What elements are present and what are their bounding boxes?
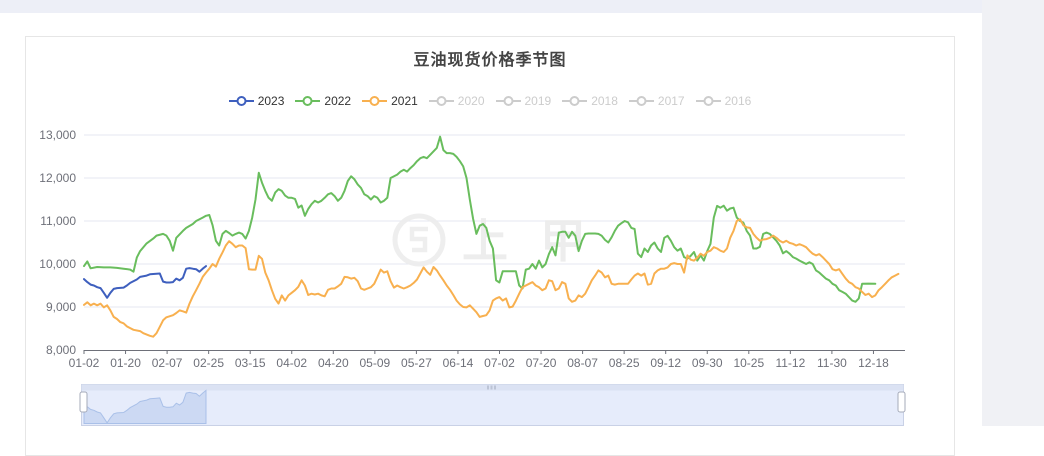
y-axis-tick-label: 13,000	[39, 128, 76, 142]
watermark-logo-icon	[392, 213, 446, 267]
y-axis-tick-label: 8,000	[46, 343, 76, 357]
x-axis-tick-label: 09-30	[692, 356, 723, 370]
legend-item-2018[interactable]: 2018	[562, 94, 618, 108]
legend-marker-icon	[495, 96, 521, 106]
legend-marker-icon	[362, 96, 388, 106]
data-zoom-slider[interactable]	[79, 384, 906, 426]
y-axis-tick-label: 10,000	[39, 257, 76, 271]
slider-handle-left[interactable]	[79, 391, 88, 413]
x-axis-tick-label: 11-30	[817, 356, 847, 370]
x-axis-tick-label: 10-25	[733, 356, 764, 370]
chart-title: 豆油现货价格季节图	[413, 52, 567, 69]
legend-label: 2016	[724, 94, 752, 108]
y-axis-tick-label: 11,000	[40, 214, 76, 228]
axes: 8,000 9,000 10,000 11,000 12,000 13,000 01-02 0…	[39, 128, 905, 370]
x-axis-tick-label: 05-09	[359, 356, 390, 370]
x-axis-tick-label: 07-02	[484, 356, 515, 370]
x-axis-tick-label: 04-02	[276, 356, 307, 370]
legend-item-2019[interactable]: 2019	[495, 94, 552, 108]
legend-item-2017[interactable]: 2017	[628, 94, 685, 108]
legend-item-2016[interactable]: 2016	[695, 94, 752, 108]
x-axis-tick-label: 02-07	[152, 356, 183, 370]
legend-label: 2023	[257, 94, 285, 108]
x-axis-tick-label: 09-12	[650, 356, 681, 370]
series-line-2023[interactable]	[83, 265, 207, 299]
x-axis-tick-label: 04-20	[318, 356, 349, 370]
watermark-text: 上甲	[462, 215, 618, 267]
page-side-background	[982, 0, 1044, 426]
legend: 2023 2022 2021 2020 2019 2018 2017 2016	[25, 94, 955, 108]
legend-item-2023[interactable]: 2023	[228, 94, 285, 108]
x-axis-tick-label: 08-25	[609, 356, 640, 370]
price-chart-canvas: 上甲 8,000 9,000 10,000 11,000 12,000 13,000 01-…	[39, 128, 906, 426]
legend-label: 2019	[524, 94, 552, 108]
slider-handle-right[interactable]	[897, 391, 906, 413]
watermark-logo-glyph-icon	[409, 226, 428, 253]
x-axis-tick-label: 11-12	[775, 356, 805, 370]
series-line-2022[interactable]	[83, 135, 877, 303]
legend-item-2021[interactable]: 2021	[362, 94, 418, 108]
slider-preview-area	[83, 389, 207, 424]
legend-label: 2021	[391, 94, 418, 108]
slider-grip-icon[interactable]	[487, 385, 489, 390]
slider-grip-icon[interactable]	[490, 385, 493, 390]
y-axis-tick-label: 12,000	[39, 171, 76, 185]
x-axis-tick-label: 08-07	[567, 356, 598, 370]
legend-marker-icon	[295, 96, 321, 106]
x-axis-tick-label: 01-02	[69, 356, 100, 370]
x-axis-tick-label: 03-15	[235, 356, 266, 370]
legend-label: 2017	[657, 94, 685, 108]
browser-top-strip	[0, 0, 1044, 13]
x-axis-tick-label: 07-20	[526, 356, 557, 370]
x-axis-tick-label: 02-25	[193, 356, 224, 370]
grid-lines	[84, 134, 905, 308]
legend-marker-icon	[562, 96, 588, 106]
x-axis-tick-label: 01-20	[110, 356, 141, 370]
legend-item-2020[interactable]: 2020	[428, 94, 485, 108]
x-axis-tick-label: 06-14	[443, 356, 474, 370]
slider-grip-icon[interactable]	[494, 385, 496, 390]
legend-label: 2018	[591, 94, 618, 108]
series-lines[interactable]	[83, 135, 900, 338]
x-axis-tick-label: 05-27	[401, 356, 432, 370]
legend-marker-icon	[228, 96, 254, 106]
watermark: 上甲	[392, 213, 618, 267]
x-axis-tick-label: 12-18	[858, 356, 889, 370]
legend-marker-icon	[428, 96, 454, 106]
y-axis-tick-label: 9,000	[46, 300, 76, 314]
legend-item-2022[interactable]: 2022	[295, 94, 351, 108]
legend-label: 2022	[324, 94, 352, 108]
legend-label: 2020	[457, 94, 485, 108]
legend-marker-icon	[695, 96, 721, 106]
legend-marker-icon	[628, 96, 654, 106]
series-line-2021[interactable]	[83, 218, 900, 338]
